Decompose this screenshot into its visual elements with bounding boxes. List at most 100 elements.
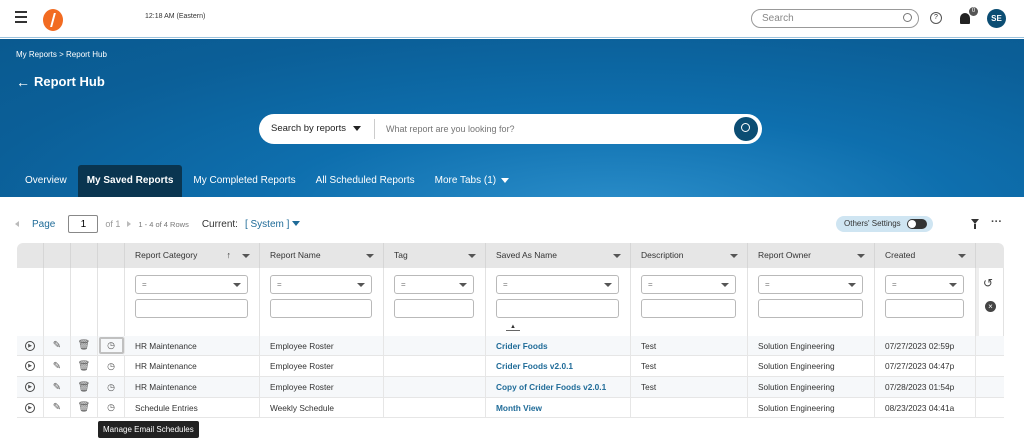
resize-handle[interactable]: ▲ — [506, 324, 520, 331]
email-schedule-icon[interactable]: ◷ — [98, 356, 125, 376]
edit-icon[interactable]: ✎ — [44, 377, 71, 397]
bell-icon[interactable] — [960, 13, 970, 24]
tab-more-tabs[interactable]: More Tabs (1) — [426, 165, 519, 197]
toggle-switch[interactable] — [906, 219, 927, 229]
filter-cell: = ▲ — [486, 268, 631, 336]
filter-operator-report-owner[interactable]: = — [758, 275, 863, 294]
help-icon[interactable]: ? — [930, 12, 942, 24]
filter-operator-report-category[interactable]: = — [135, 275, 248, 294]
filter-input-saved-as-name[interactable] — [496, 299, 619, 318]
filter-input-created[interactable] — [885, 299, 964, 318]
cell-description: Test — [631, 356, 748, 376]
delete-icon[interactable]: 🗑 — [71, 398, 98, 417]
column-menu-icon[interactable] — [857, 254, 865, 258]
run-report-icon[interactable]: ▶ — [17, 377, 44, 397]
email-schedule-icon[interactable]: ◷ — [98, 336, 125, 355]
filter-operator-saved-as-name[interactable]: = — [496, 275, 619, 294]
filter-operator-created[interactable]: = — [885, 275, 964, 294]
search-icon[interactable] — [903, 13, 912, 22]
search-button[interactable] — [734, 117, 758, 141]
column-menu-icon[interactable] — [242, 254, 250, 258]
column-menu-icon[interactable] — [613, 254, 621, 258]
logo[interactable] — [43, 9, 63, 31]
column-header-created[interactable]: Created — [875, 243, 976, 268]
report-search-input[interactable] — [386, 120, 716, 138]
column-menu-icon[interactable] — [468, 254, 476, 258]
others-settings-toggle[interactable]: Others' Settings — [836, 216, 933, 232]
filter-cell: = — [125, 268, 260, 336]
filter-input-report-name[interactable] — [270, 299, 372, 318]
column-menu-icon[interactable] — [730, 254, 738, 258]
cell-report-owner: Solution Engineering — [748, 356, 875, 376]
column-header-saved-as-name[interactable]: Saved As Name — [486, 243, 631, 268]
filter-cell: = — [748, 268, 875, 336]
column-header-report-name[interactable]: Report Name — [260, 243, 384, 268]
filter-input-description[interactable] — [641, 299, 736, 318]
column-header-tag[interactable]: Tag — [384, 243, 486, 268]
cell-tag — [384, 356, 486, 376]
menu-icon[interactable] — [15, 11, 27, 23]
sort-ascending-icon[interactable]: ↑ — [226, 250, 232, 260]
cell-saved-as-name[interactable]: Crider Foods — [486, 336, 631, 355]
next-page-icon[interactable] — [127, 221, 132, 227]
reset-filters-icon[interactable]: ↺ — [983, 276, 994, 290]
table-row[interactable]: ▶ ✎ 🗑 ◷ Schedule Entries Weekly Schedule Month… — [17, 398, 1004, 418]
tab-bar: Overview My Saved Reports My Completed R… — [16, 165, 518, 197]
run-report-icon[interactable]: ▶ — [17, 356, 44, 376]
filter-icon[interactable] — [971, 219, 979, 229]
tab-my-completed-reports[interactable]: My Completed Reports — [193, 175, 296, 186]
breadcrumb[interactable]: My Reports > Report Hub — [16, 50, 107, 59]
column-menu-icon[interactable] — [366, 254, 374, 258]
edit-icon[interactable]: ✎ — [44, 356, 71, 376]
column-header-description[interactable]: Description — [631, 243, 748, 268]
email-schedule-icon[interactable]: ◷ — [98, 398, 125, 417]
search-icon — [741, 123, 750, 132]
global-search[interactable]: Search — [751, 9, 919, 28]
tab-my-saved-reports[interactable]: My Saved Reports — [77, 165, 183, 197]
search-mode-dropdown[interactable]: Search by reports — [271, 114, 361, 144]
tab-all-scheduled-reports[interactable]: All Scheduled Reports — [315, 175, 415, 186]
caret-down-icon — [233, 283, 241, 287]
cell-saved-as-name[interactable]: Copy of Crider Foods v2.0.1 — [486, 377, 631, 397]
edit-icon[interactable]: ✎ — [44, 336, 71, 355]
filter-operator-report-name[interactable]: = — [270, 275, 372, 294]
current-view-dropdown[interactable]: [ System ] — [245, 219, 301, 230]
delete-icon[interactable]: 🗑 — [71, 356, 98, 376]
page-input[interactable] — [68, 215, 99, 233]
more-options-icon[interactable]: ··· — [991, 216, 1002, 228]
tooltip: Manage Email Schedules — [98, 421, 199, 438]
table-row[interactable]: ▶ ✎ 🗑 ◷ HR Maintenance Employee Roster Crider … — [17, 356, 1004, 377]
back-arrow-icon[interactable]: ← — [16, 74, 30, 90]
cell-created: 07/28/2023 01:54p — [875, 377, 976, 397]
page-label: Page — [32, 218, 56, 230]
filter-operator-description[interactable]: = — [641, 275, 736, 294]
prev-page-icon[interactable] — [15, 221, 19, 227]
clear-filters-icon[interactable]: × — [985, 301, 996, 312]
run-report-icon[interactable]: ▶ — [17, 336, 44, 355]
column-header-report-category[interactable]: Report Category ↑ — [125, 243, 260, 268]
column-header-report-owner[interactable]: Report Owner — [748, 243, 875, 268]
tab-overview[interactable]: Overview — [25, 175, 67, 186]
filter-operator-tag[interactable]: = — [394, 275, 474, 294]
filter-input-tag[interactable] — [394, 299, 474, 318]
delete-icon[interactable]: 🗑 — [71, 336, 98, 355]
filter-input-report-category[interactable] — [135, 299, 248, 318]
filter-input-report-owner[interactable] — [758, 299, 863, 318]
row-count: 1 - 4 of 4 Rows — [138, 219, 189, 229]
edit-icon[interactable]: ✎ — [44, 398, 71, 417]
cell-tag — [384, 336, 486, 355]
delete-icon[interactable]: 🗑 — [71, 377, 98, 397]
current-label: Current: — [201, 218, 238, 230]
cell-saved-as-name[interactable]: Month View — [486, 398, 631, 417]
email-schedule-icon[interactable]: ◷ — [98, 377, 125, 397]
avatar[interactable]: SE — [987, 9, 1006, 28]
column-header — [17, 243, 44, 268]
column-header — [976, 243, 1004, 268]
cell-report-category: HR Maintenance — [125, 377, 260, 397]
column-menu-icon[interactable] — [958, 254, 966, 258]
table-row[interactable]: ▶ ✎ 🗑 ◷ HR Maintenance Employee Roster Copy of… — [17, 377, 1004, 398]
filter-cell: = — [631, 268, 748, 336]
run-report-icon[interactable]: ▶ — [17, 398, 44, 417]
cell-saved-as-name[interactable]: Crider Foods v2.0.1 — [486, 356, 631, 376]
table-row[interactable]: ▶ ✎ 🗑 ◷ HR Maintenance Employee Roster Crider … — [17, 336, 1004, 356]
